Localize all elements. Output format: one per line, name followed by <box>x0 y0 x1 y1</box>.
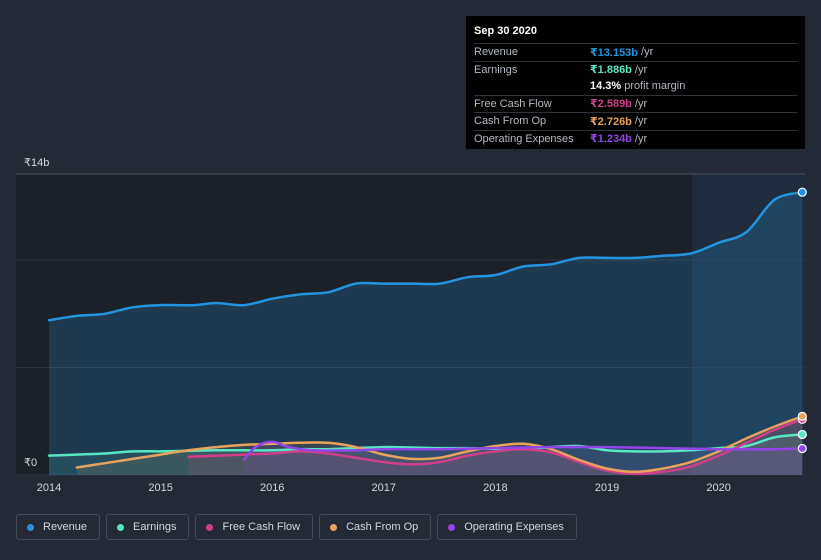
series-lines <box>47 190 804 476</box>
tooltip-row-label: Revenue <box>474 46 519 59</box>
operating-expenses-endpoint <box>797 443 807 454</box>
legend-label: Revenue <box>43 521 88 533</box>
x-tick-label: 2014 <box>37 482 61 494</box>
x-tick-label: 2016 <box>260 482 284 494</box>
x-tick-label: 2015 <box>148 482 172 494</box>
x-tick-label: 2018 <box>483 482 507 494</box>
tooltip-row-value: ₹1.886b <box>590 64 632 77</box>
legend-item-revenue[interactable]: Revenue <box>16 514 101 540</box>
x-axis-ticks: 2014 2015 2016 2017 2018 2019 2020 <box>37 482 731 494</box>
x-tick-label: 2019 <box>595 482 619 494</box>
tooltip-row-value: ₹1.234b <box>590 133 632 146</box>
earnings-area <box>49 434 803 475</box>
legend-item-earnings[interactable]: Earnings <box>106 514 190 540</box>
tooltip-panel: Sep 30 2020 Revenue ₹13.153b/yr Earnings ₹1… <box>466 16 805 149</box>
x-tick-label: 2017 <box>372 482 396 494</box>
tooltip-row: Operating Expenses ₹1.234b/yr <box>474 129 797 148</box>
tooltip-rows: Revenue ₹13.153b/yr Earnings ₹1.886b/yr 14.3… <box>474 43 797 147</box>
tooltip-row: Cash From Op ₹2.726b/yr <box>474 112 797 130</box>
legend-dot-icon <box>448 523 456 531</box>
legend: Revenue Earnings Free Cash Flow Cash From O… <box>16 514 577 540</box>
tooltip-row: 14.3% profit margin <box>474 78 797 95</box>
tooltip-row-label: Earnings <box>474 63 518 76</box>
legend-dot-icon <box>27 523 34 531</box>
tooltip-row-unit: profit margin <box>624 80 686 93</box>
tooltip-row-value: ₹2.726b <box>590 115 632 128</box>
legend-label: Operating Expenses <box>464 521 564 533</box>
legend-label: Free Cash Flow <box>222 521 301 533</box>
tooltip-row-unit: /yr <box>634 97 648 110</box>
tooltip-row-label: Free Cash Flow <box>474 97 552 110</box>
legend-label: Cash From Op <box>346 521 419 533</box>
tooltip-row-label: Cash From Op <box>474 115 547 128</box>
gridlines <box>16 173 805 476</box>
x-tick-label: 2020 <box>706 482 730 494</box>
legend-item-free-cash-flow[interactable]: Free Cash Flow <box>195 514 314 540</box>
tooltip-row: Free Cash Flow ₹2.589b/yr <box>474 94 797 113</box>
tooltip-row-unit: /yr <box>634 132 648 145</box>
free-cash-flow-line <box>187 418 804 476</box>
tooltip-row-unit: /yr <box>634 63 648 76</box>
operating-expenses-line <box>243 440 804 462</box>
tooltip-row-unit: /yr <box>641 46 654 59</box>
legend-dot-icon <box>117 523 125 531</box>
series-endpoints <box>797 187 807 454</box>
earnings-endpoint <box>797 429 807 440</box>
tooltip-row: Earnings ₹1.886b/yr <box>474 60 797 79</box>
plot-background <box>16 174 805 475</box>
legend-item-cash-from-op[interactable]: Cash From Op <box>319 514 432 540</box>
y-axis-top-label: ₹14b <box>24 157 49 169</box>
legend-dot-icon <box>330 523 338 531</box>
legend-item-operating-expenses[interactable]: Operating Expenses <box>437 514 577 540</box>
tooltip-date: Sep 30 2020 <box>474 25 537 37</box>
cash-from-op-endpoint <box>797 411 807 421</box>
revenue-line <box>47 190 804 322</box>
revenue-endpoint <box>797 187 807 197</box>
y-axis-bottom-label: ₹0 <box>24 457 37 469</box>
tooltip-row-unit: /yr <box>634 115 648 128</box>
tooltip-row: Revenue ₹13.153b/yr <box>474 43 797 61</box>
tooltip-row-value: ₹13.153b <box>590 46 639 59</box>
tooltip-row-value: 14.3% <box>590 80 622 93</box>
cash-from-op-line <box>75 415 804 474</box>
tooltip-row-label: Operating Expenses <box>474 132 574 145</box>
revenue-area <box>49 192 803 475</box>
free-cash-flow-area <box>188 419 803 475</box>
tooltip-row-value: ₹2.589b <box>590 98 632 111</box>
legend-label: Earnings <box>133 521 177 533</box>
cash-from-op-area <box>76 416 803 475</box>
legend-dot-icon <box>206 523 214 531</box>
